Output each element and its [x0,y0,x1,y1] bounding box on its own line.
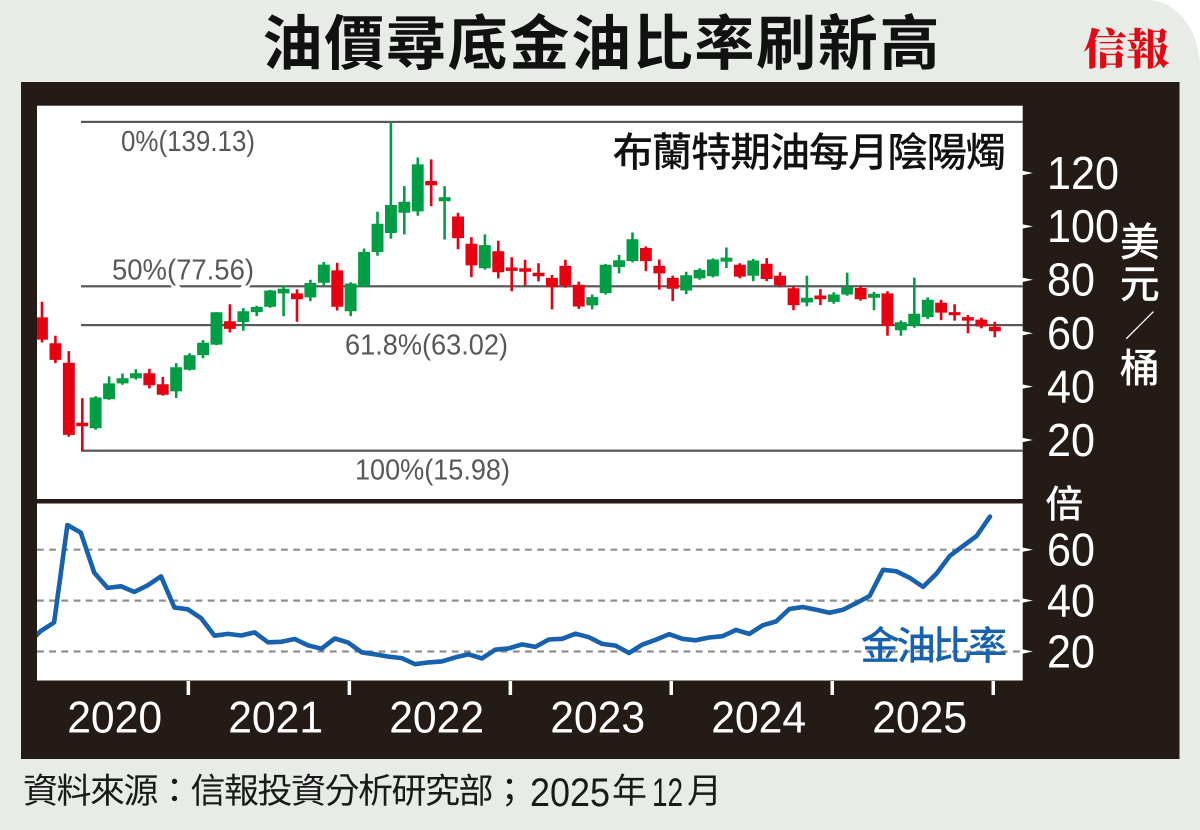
svg-text:20: 20 [1047,625,1095,677]
svg-text:2025: 2025 [872,693,967,742]
svg-text:12: 12 [652,771,683,815]
svg-text:100: 100 [1047,200,1119,252]
svg-text:2022: 2022 [389,693,484,742]
svg-text:100%(15.98): 100%(15.98) [355,455,510,487]
svg-text:61.8%(63.02): 61.8%(63.02) [345,329,508,361]
svg-text:120: 120 [1047,147,1119,199]
svg-text:2021: 2021 [228,693,323,742]
svg-text:40: 40 [1047,574,1095,626]
svg-text:60: 60 [1047,307,1095,359]
svg-text:2025: 2025 [530,771,610,815]
svg-text:50%(77.56): 50%(77.56) [112,254,254,286]
svg-text:0%(139.13): 0%(139.13) [121,126,255,158]
svg-text:20: 20 [1047,414,1095,466]
svg-text:2023: 2023 [550,693,645,742]
svg-text:2020: 2020 [67,693,162,742]
svg-text:60: 60 [1047,524,1095,576]
svg-text:80: 80 [1047,254,1095,306]
svg-text:40: 40 [1047,360,1095,412]
svg-text:2024: 2024 [711,693,806,742]
